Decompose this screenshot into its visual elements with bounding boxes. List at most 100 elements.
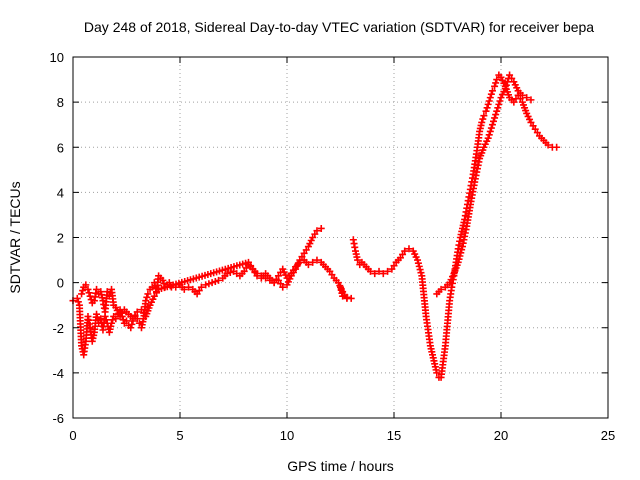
data-point (405, 245, 413, 253)
y-tick-label: -2 (52, 321, 64, 336)
data-point (253, 272, 261, 280)
data-point (490, 117, 498, 125)
y-tick-label: -6 (52, 411, 64, 426)
axis-ticks: 0 5 10 15 20 25 -6 -4 -2 0 2 4 6 8 10 (50, 50, 616, 443)
x-tick-label: 15 (387, 428, 401, 443)
data-point (102, 316, 110, 324)
data-point (523, 94, 531, 102)
data-point (78, 290, 86, 298)
data-point (79, 287, 87, 295)
data-point (296, 258, 304, 266)
data-point (544, 141, 552, 149)
data-point (180, 285, 188, 293)
data-point (518, 91, 526, 99)
data-point (202, 281, 210, 289)
data-point (165, 279, 173, 287)
x-tick-label: 5 (176, 428, 183, 443)
y-axis-label: SDTVAR / TECUs (7, 181, 23, 293)
data-point (142, 297, 150, 305)
data-point (484, 134, 492, 142)
data-point (485, 131, 493, 139)
data-point (480, 112, 488, 120)
data-point (347, 294, 355, 302)
data-point (492, 79, 500, 87)
data-point (354, 256, 362, 264)
data-point (416, 266, 424, 274)
data-point (279, 283, 287, 291)
data-point (433, 369, 441, 377)
data-point (483, 104, 491, 112)
chart-title: Day 248 of 2018, Sidereal Day-to-day VTE… (84, 19, 594, 35)
data-point (313, 227, 321, 235)
data-point (496, 97, 504, 105)
data-point (457, 249, 465, 257)
data-point (205, 280, 213, 288)
data-point (379, 270, 387, 278)
data-point (73, 294, 81, 302)
data-point (458, 246, 466, 254)
data-point (488, 87, 496, 95)
data-point (128, 320, 136, 328)
x-tick-label: 20 (494, 428, 508, 443)
data-point (479, 115, 487, 123)
data-point (503, 78, 511, 86)
data-point (84, 285, 92, 293)
data-point (488, 121, 496, 129)
y-tick-label: 2 (57, 231, 64, 246)
data-point (119, 316, 127, 324)
data-point (109, 316, 117, 324)
data-point (343, 293, 351, 301)
data-point (159, 276, 167, 284)
data-point (313, 256, 321, 264)
data-point (103, 288, 111, 296)
data-point (437, 285, 445, 293)
data-point (144, 290, 152, 298)
data-point (482, 107, 490, 115)
data-point (371, 270, 379, 278)
data-point (456, 252, 464, 260)
data-point (414, 259, 422, 267)
data-point (487, 124, 495, 132)
data-point (127, 324, 135, 332)
y-tick-label: 10 (50, 50, 64, 65)
x-tick-label: 0 (69, 428, 76, 443)
data-point (486, 94, 494, 102)
data-point (304, 261, 312, 269)
data-point (123, 317, 130, 325)
data-point (143, 293, 151, 301)
data-point (478, 118, 486, 126)
y-tick-label: 0 (57, 276, 64, 291)
data-point (487, 90, 495, 98)
data-point (215, 276, 223, 284)
data-point (185, 283, 193, 291)
data-point (82, 281, 90, 289)
y-tick-label: 6 (57, 140, 64, 155)
data-point (455, 255, 463, 263)
data-point (415, 262, 423, 270)
data-point (197, 283, 205, 291)
data-point (414, 256, 422, 264)
data-point (375, 267, 383, 275)
data-point (85, 289, 93, 297)
data-point (317, 224, 325, 232)
data-point (495, 100, 503, 108)
data-point (93, 285, 101, 293)
data-point (553, 143, 561, 151)
data-point (309, 258, 317, 266)
data-point (108, 319, 116, 327)
data-point (133, 308, 141, 316)
data-point (366, 267, 374, 275)
data-point (384, 267, 392, 275)
y-tick-label: -4 (52, 366, 64, 381)
data-point (486, 127, 494, 135)
data-point (501, 85, 509, 93)
y-tick-label: 4 (57, 185, 64, 200)
data-point (211, 277, 219, 285)
data-point (112, 315, 120, 323)
grid-lines (73, 57, 608, 418)
data-point (527, 96, 535, 104)
data-point (74, 298, 82, 306)
data-point (494, 104, 502, 112)
data-point (417, 269, 425, 277)
data-point (339, 292, 347, 300)
